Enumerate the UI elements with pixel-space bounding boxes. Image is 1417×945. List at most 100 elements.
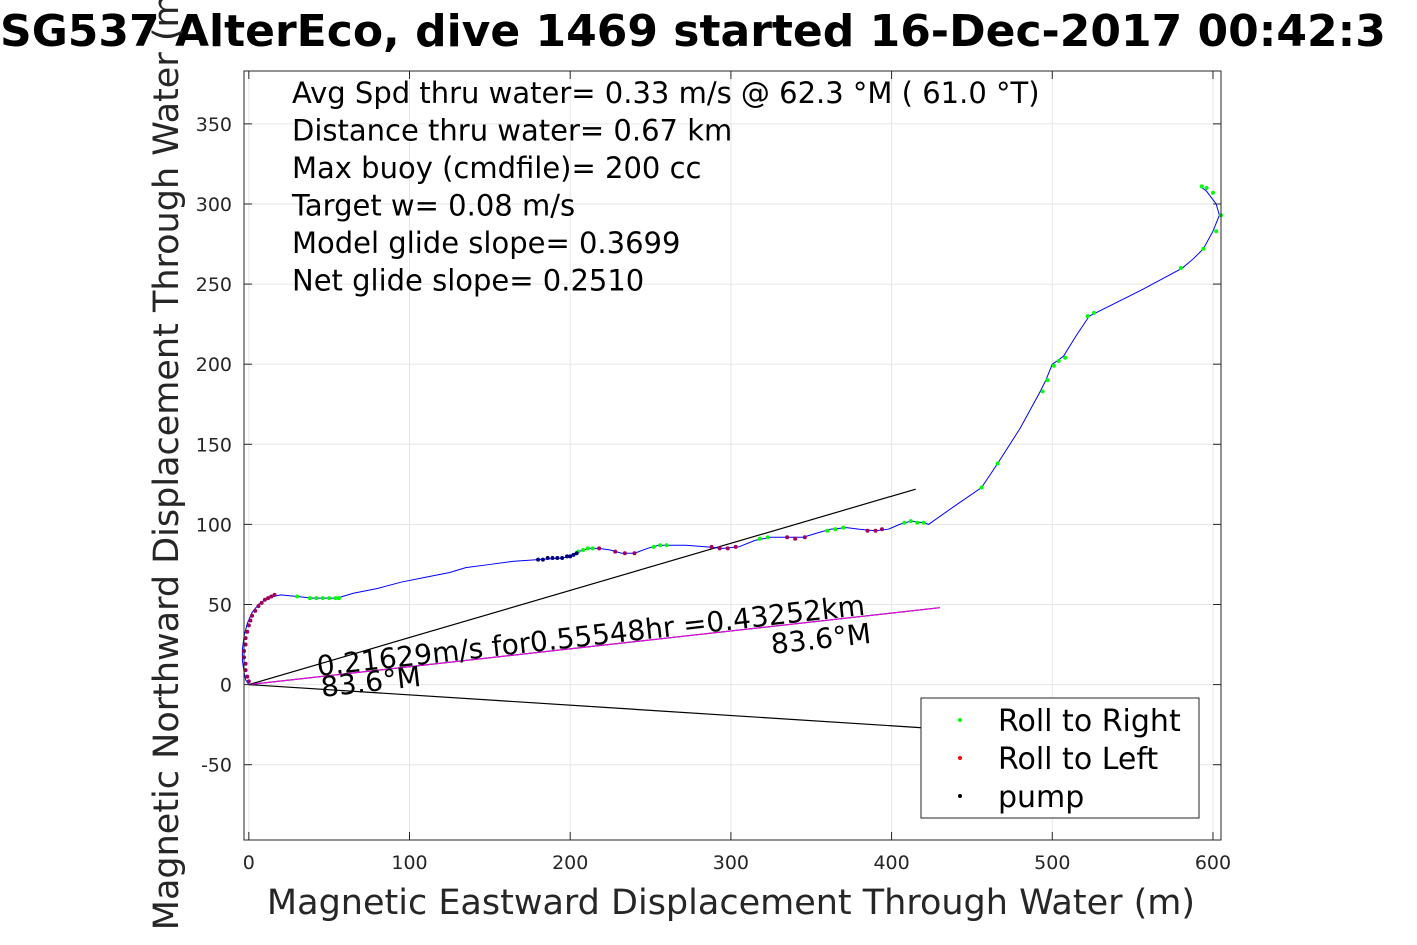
data-point: [915, 520, 920, 525]
data-point: [757, 536, 762, 541]
y-tick-label: 300: [196, 194, 232, 216]
reference-line: [248, 683, 924, 729]
reference-line: [248, 488, 916, 686]
stat-annotation: Max buoy (cmdfile)= 200 cc: [292, 151, 701, 185]
data-point: [1204, 185, 1209, 190]
y-tick-label: 200: [196, 354, 232, 376]
data-point: [733, 544, 738, 549]
data-point: [1063, 355, 1068, 360]
data-point: [314, 596, 319, 601]
x-tick-label: 600: [1195, 852, 1231, 874]
data-point: [245, 674, 250, 679]
data-point: [765, 535, 770, 540]
data-point: [336, 596, 341, 601]
legend-marker: [958, 794, 962, 798]
data-point: [571, 552, 576, 557]
data-point: [256, 604, 261, 609]
data-point: [253, 608, 258, 613]
data-point: [613, 549, 618, 554]
legend-entry: Roll to Left: [998, 742, 1158, 777]
x-tick-label: 100: [391, 852, 427, 874]
data-point: [555, 556, 560, 561]
data-point: [1178, 266, 1183, 271]
data-point: [785, 535, 790, 540]
y-tick-label: 0: [220, 675, 232, 697]
legend-entry: Roll to Right: [998, 704, 1181, 739]
data-point: [545, 556, 550, 561]
data-point: [658, 543, 663, 548]
reference-line: [248, 607, 940, 686]
data-point: [1214, 229, 1219, 234]
data-point: [327, 596, 332, 601]
glider-track: [241, 185, 1220, 685]
data-point: [320, 596, 325, 601]
data-point: [1210, 190, 1215, 195]
data-point: [979, 485, 984, 490]
y-axis-label: Magnetic Northward Displacement Through …: [147, 0, 187, 930]
data-point: [269, 594, 274, 599]
y-tick-label: -50: [201, 755, 232, 777]
data-point: [1092, 310, 1097, 315]
data-point: [585, 546, 590, 551]
data-point: [568, 554, 573, 559]
data-point: [243, 668, 248, 673]
data-point: [865, 528, 870, 533]
data-point: [243, 636, 248, 641]
data-point: [879, 527, 884, 532]
chart-title: SG537 AlterEco, dive 1469 started 16-Dec…: [0, 6, 1386, 57]
legend-marker: [958, 718, 962, 722]
data-point: [333, 596, 338, 601]
reference-lines: [248, 488, 940, 729]
x-tick-label: 200: [552, 852, 588, 874]
data-point: [908, 519, 913, 524]
data-point: [651, 544, 656, 549]
data-point: [574, 551, 579, 556]
data-point: [709, 544, 714, 549]
data-point: [262, 597, 267, 602]
data-point: [1056, 358, 1061, 363]
data-point: [793, 536, 798, 541]
x-tick-label: 400: [873, 852, 909, 874]
data-point: [1199, 184, 1204, 189]
data-point: [995, 461, 1000, 466]
data-point: [266, 596, 271, 601]
data-point: [295, 594, 300, 599]
data-point: [243, 661, 248, 666]
y-tick-label: 350: [196, 114, 232, 136]
data-point: [246, 623, 251, 628]
y-tick-label: 250: [196, 274, 232, 296]
data-point: [540, 557, 545, 562]
legend-marker: [958, 756, 962, 760]
data-point: [664, 543, 669, 548]
stat-annotation: Avg Spd thru water= 0.33 m/s @ 62.3 °M (…: [292, 76, 1040, 110]
stat-annotation: Model glide slope= 0.3699: [292, 226, 680, 260]
plot-frame: [243, 70, 1222, 841]
stat-annotation: Net glide slope= 0.2510: [292, 264, 644, 298]
data-point: [246, 679, 251, 684]
data-point: [259, 600, 264, 605]
data-point: [717, 546, 722, 551]
data-point: [632, 551, 637, 556]
axis-ticks: 0 100 200 300 400 500 600 -50 0 50 100 150 200 250 300…: [196, 71, 1231, 874]
stat-annotation: Target w= 0.08 m/s: [291, 189, 575, 223]
track-line: [241, 185, 1220, 685]
data-point: [802, 535, 807, 540]
data-point: [873, 528, 878, 533]
data-point: [550, 556, 555, 561]
legend-box: [920, 697, 1200, 819]
x-axis-label: Magnetic Eastward Displacement Through W…: [267, 883, 1195, 923]
data-point: [597, 546, 602, 551]
data-point: [1045, 378, 1050, 383]
data-point: [1051, 363, 1056, 368]
data-point: [841, 525, 846, 530]
data-point: [1040, 389, 1045, 394]
data-point: [833, 527, 838, 532]
data-point: [560, 556, 565, 561]
data-point: [245, 629, 250, 634]
data-point: [825, 528, 830, 533]
y-tick-label: 100: [196, 514, 232, 536]
y-tick-label: 50: [208, 594, 232, 616]
data-point: [921, 520, 926, 525]
